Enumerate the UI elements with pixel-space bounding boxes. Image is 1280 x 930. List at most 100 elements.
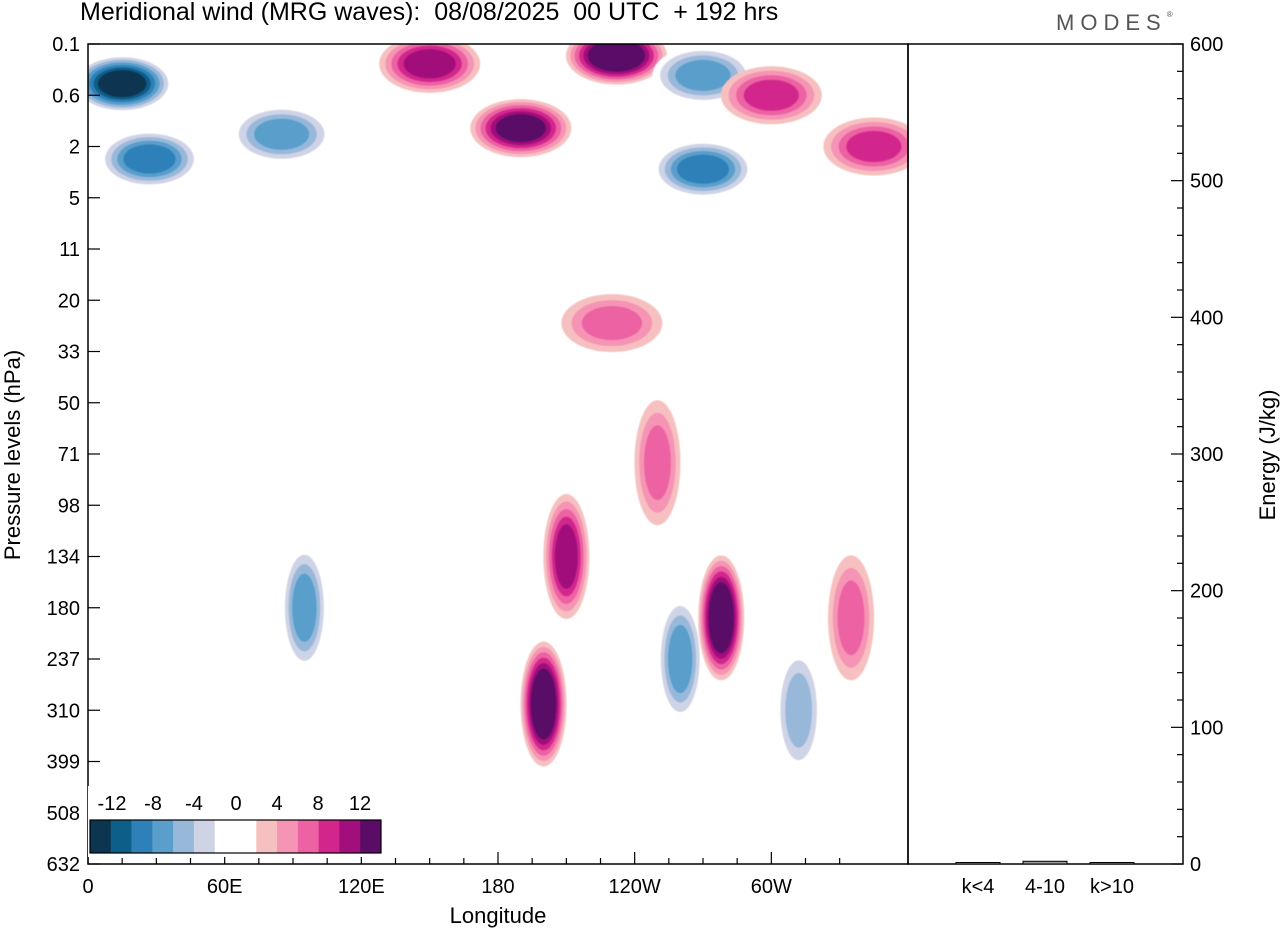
energy-category-label: 4-10 bbox=[1025, 876, 1065, 898]
energy-bar bbox=[955, 862, 1001, 865]
energy-bars: k<4 4-10 k>10 bbox=[955, 860, 1135, 898]
colorbar-frame bbox=[89, 819, 382, 854]
colorbar-label: 4 bbox=[271, 793, 282, 815]
colorbar-label: 12 bbox=[349, 793, 371, 815]
energy-category-label: k>10 bbox=[1090, 876, 1134, 898]
colorbar-swatch bbox=[90, 820, 112, 853]
x-axis-title: Longitude bbox=[450, 903, 547, 928]
colorbar-swatch bbox=[339, 820, 361, 853]
chart-title: Meridional wind (MRG waves): 08/08/2025 … bbox=[80, 0, 779, 26]
contour-blob bbox=[634, 400, 681, 526]
contour-band bbox=[292, 573, 317, 642]
contour-band bbox=[668, 624, 693, 694]
colorbar-label: -12 bbox=[98, 793, 127, 815]
contour-blob bbox=[520, 641, 567, 767]
colorbar-swatch bbox=[173, 820, 195, 853]
contour-band bbox=[644, 425, 671, 501]
colorbar-label: 8 bbox=[312, 793, 323, 815]
contour-blob bbox=[823, 117, 908, 176]
energy-panel-frame bbox=[907, 43, 1184, 865]
energy-axis: 0 100 200 300 400 500 600 bbox=[1171, 34, 1223, 876]
contour-blob bbox=[281, 545, 328, 671]
y-axis-title: Pressure levels (hPa) bbox=[0, 350, 25, 560]
contour-blob bbox=[543, 494, 590, 619]
energy-tick-label: 400 bbox=[1190, 307, 1223, 329]
x-tick-label: 0 bbox=[82, 876, 93, 898]
y-tick-label: 50 bbox=[58, 393, 80, 415]
energy-category-label: k<4 bbox=[962, 876, 995, 898]
contour-band bbox=[97, 70, 147, 98]
colorbar-swatch bbox=[360, 820, 382, 853]
contour-band bbox=[495, 114, 546, 143]
y-tick-label: 98 bbox=[58, 495, 80, 517]
contour-band bbox=[403, 49, 456, 79]
contour-band bbox=[581, 306, 642, 341]
contour-band bbox=[743, 79, 799, 111]
y-tick-label: 508 bbox=[47, 803, 80, 825]
colorbar-label: 0 bbox=[230, 793, 241, 815]
x-tick-label: 120E bbox=[338, 876, 385, 898]
contour-band bbox=[123, 144, 176, 174]
energy-tick-label: 300 bbox=[1190, 444, 1223, 466]
contour-blob bbox=[231, 105, 333, 164]
contour-blob bbox=[379, 44, 481, 93]
x-axis: 0 60E 120E 180 120W 60W bbox=[82, 852, 841, 898]
contour-band bbox=[676, 154, 730, 184]
colorbar-label: -4 bbox=[185, 793, 203, 815]
contour-band bbox=[592, 44, 641, 70]
x-tick-label: 180 bbox=[481, 876, 514, 898]
colorbar-swatch bbox=[131, 820, 153, 853]
energy-tick-label: 0 bbox=[1190, 854, 1201, 876]
colorbar-swatch bbox=[214, 820, 236, 853]
contour-band bbox=[554, 524, 578, 589]
colorbar-swatch bbox=[277, 820, 299, 853]
logo-text: MODES bbox=[1056, 10, 1167, 35]
registered-mark: ® bbox=[1166, 10, 1173, 19]
y-tick-label: 0.1 bbox=[52, 34, 80, 56]
contour-field bbox=[88, 44, 908, 773]
contour-blob bbox=[720, 66, 822, 125]
contour-blob bbox=[652, 140, 754, 199]
contour-band bbox=[254, 118, 310, 150]
y-tick-label: 310 bbox=[47, 700, 80, 722]
contour-blob bbox=[565, 44, 667, 85]
contour-blob bbox=[561, 294, 663, 353]
y-tick-label: 632 bbox=[47, 854, 80, 876]
y-axis: 632 508 399 310 237 180 134 98 71 50 33 20 11 5 2 0.6 0.… bbox=[47, 34, 100, 876]
colorbar-swatch bbox=[318, 820, 340, 853]
contour-blob bbox=[657, 596, 704, 722]
energy-tick-label: 500 bbox=[1190, 171, 1223, 193]
y-tick-label: 237 bbox=[47, 649, 80, 671]
y-tick-label: 399 bbox=[47, 752, 80, 774]
contour-band bbox=[785, 672, 813, 748]
colorbar-swatch bbox=[297, 820, 319, 853]
y-tick-label: 11 bbox=[59, 239, 80, 261]
colorbar-swatch bbox=[152, 820, 174, 853]
contour-blob bbox=[828, 555, 875, 681]
energy-bar bbox=[1022, 860, 1068, 865]
y-tick-label: 0.6 bbox=[52, 85, 80, 107]
y-tick-label: 180 bbox=[47, 598, 80, 620]
y-tick-label: 71 bbox=[58, 444, 80, 466]
contour-band bbox=[837, 580, 865, 656]
energy-axis-title: Energy (J/kg) bbox=[1255, 390, 1280, 521]
energy-bar bbox=[1089, 862, 1135, 865]
y-tick-label: 2 bbox=[69, 137, 80, 159]
colorbar-swatch bbox=[110, 820, 132, 853]
energy-tick-label: 200 bbox=[1190, 581, 1223, 603]
x-tick-label: 60W bbox=[751, 876, 792, 898]
x-tick-label: 60E bbox=[207, 876, 243, 898]
colorbar-swatch bbox=[193, 820, 216, 853]
contour-blob bbox=[470, 99, 572, 158]
y-tick-label: 134 bbox=[47, 547, 80, 569]
colorbar: -12 -8 -4 0 4 8 12 bbox=[88, 786, 383, 857]
contour-band bbox=[710, 587, 732, 648]
x-tick-label: 120W bbox=[609, 876, 661, 898]
contour-blob bbox=[88, 54, 173, 113]
contour-band bbox=[532, 673, 555, 735]
y-tick-label: 20 bbox=[58, 290, 80, 312]
energy-tick-label: 100 bbox=[1190, 717, 1223, 739]
y-tick-label: 33 bbox=[58, 342, 80, 364]
y-tick-label: 5 bbox=[69, 188, 80, 210]
